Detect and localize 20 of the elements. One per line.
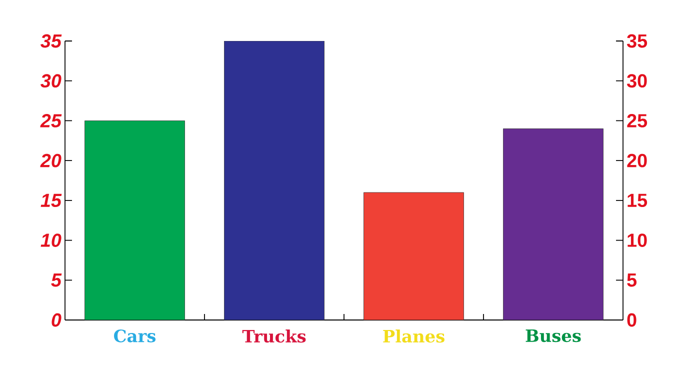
x-tick-label: Trucks bbox=[242, 330, 306, 343]
y-tick-label: 5 bbox=[51, 274, 62, 287]
x-tick-label: Cars bbox=[114, 330, 156, 342]
x-tick-label: Buses bbox=[526, 330, 581, 342]
y2-tick-label: 5 bbox=[627, 274, 637, 287]
y-tick-label: 25 bbox=[40, 114, 62, 128]
y2-tick-label: 30 bbox=[626, 74, 647, 88]
y-tick-label: 0 bbox=[52, 313, 62, 327]
y2-tick-label: 0 bbox=[627, 313, 636, 327]
y-tick-label: 10 bbox=[40, 234, 62, 247]
y2-tick-label: 15 bbox=[628, 194, 648, 208]
y-tick-label: 20 bbox=[40, 154, 62, 168]
y-tick-label: 30 bbox=[40, 74, 62, 88]
y-tick-label: 15 bbox=[40, 194, 62, 208]
y2-tick-label: 25 bbox=[627, 114, 648, 128]
y2-tick-label: 35 bbox=[626, 34, 648, 48]
y2-tick-label: 20 bbox=[627, 154, 647, 168]
y-tick-label: 35 bbox=[40, 34, 62, 48]
x-tick-label: Planes bbox=[383, 330, 444, 343]
y2-tick-label: 10 bbox=[628, 234, 647, 247]
